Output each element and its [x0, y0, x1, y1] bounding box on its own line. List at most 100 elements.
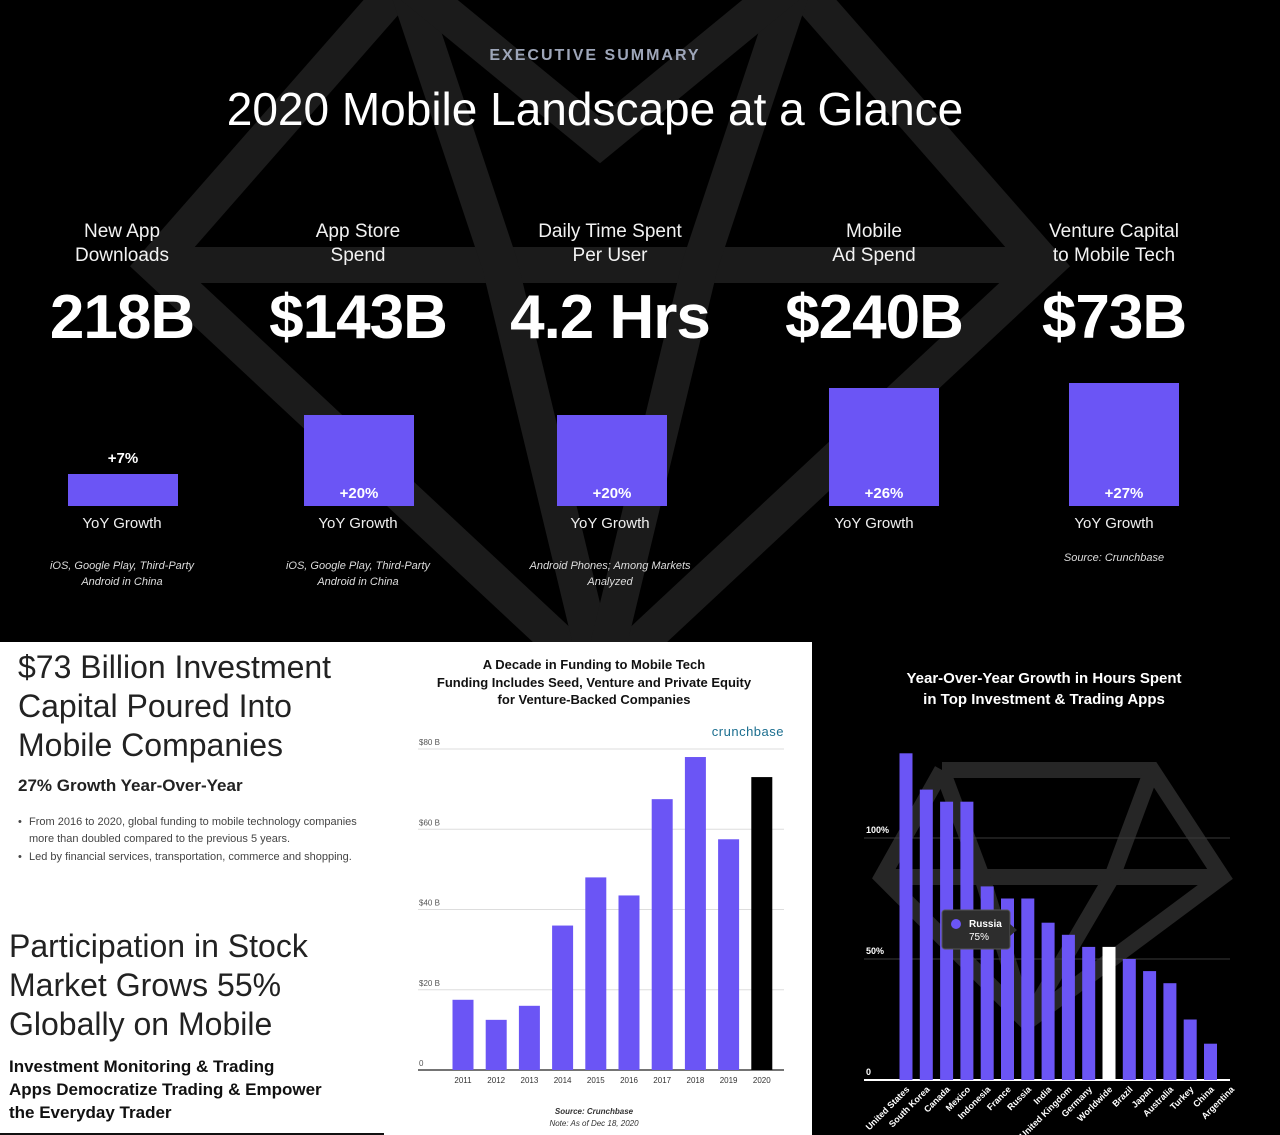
kpi-note: Android Phones; Among Markets Analyzed: [529, 560, 691, 588]
trading-growth-panel: Year-Over-Year Growth in Hours Spent in …: [812, 642, 1280, 1135]
y-tick-label: 100%: [866, 825, 889, 835]
y-tick-label: $80 B: [419, 738, 440, 747]
yoy-label: YoY Growth: [834, 515, 914, 532]
y-tick-label: 0: [419, 1059, 424, 1068]
kpi-value: 218B: [49, 283, 195, 352]
kpi-note: Source: Crunchbase: [1063, 552, 1165, 564]
growth-bar: [557, 415, 667, 506]
investment-headline: $73 Billion Investment Capital Poured In…: [18, 649, 332, 763]
x-tick-label: 2015: [587, 1076, 605, 1085]
chart-source: Source: Crunchbase: [555, 1107, 634, 1116]
bar-2012: [485, 1019, 507, 1070]
yoy-label: YoY Growth: [1074, 515, 1154, 532]
x-tick-label: 2013: [521, 1076, 539, 1085]
funding-bar-chart: A Decade in Funding to Mobile Tech Fundi…: [418, 657, 784, 1128]
chart-note: Note: As of Dec 18, 2020: [549, 1119, 639, 1128]
x-tick-label: Russia: [1005, 1084, 1034, 1113]
bar-2016: [618, 895, 640, 1070]
investment-subhead: 27% Growth Year-Over-Year: [18, 776, 243, 795]
y-tick-label: $40 B: [419, 899, 440, 908]
y-tick-label: 0: [866, 1067, 871, 1077]
bar-china: [1204, 1043, 1217, 1080]
bar-2015: [585, 877, 607, 1070]
bar-2018: [684, 757, 706, 1070]
bar-japan: [1143, 971, 1157, 1080]
kpi-label: Daily Time Spent Per User: [538, 221, 682, 266]
bar-united-states: [899, 753, 913, 1080]
x-tick-label: 2012: [487, 1076, 505, 1085]
bar-2011: [452, 999, 474, 1070]
bar-2019: [718, 839, 740, 1070]
chart-title-line: Year-Over-Year Growth in Hours Spent: [906, 670, 1181, 687]
kpi-value: $143B: [269, 283, 448, 352]
tooltip-label: Russia: [969, 919, 1002, 930]
growth-label: +27%: [1104, 485, 1144, 502]
bar-2020: [751, 777, 773, 1070]
page-title: 2020 Mobile Landscape at a Glance: [226, 83, 964, 135]
kpi-value: 4.2 Hrs: [510, 283, 711, 352]
kpi-label: App Store Spend: [315, 221, 401, 266]
tooltip-pointer: [1010, 924, 1017, 936]
growth-bar-chart: Year-Over-Year Growth in Hours Spent in …: [864, 670, 1237, 1135]
diamond-watermark-icon: [129, 0, 1071, 642]
chart-title: A Decade in Funding to Mobile Tech: [483, 657, 706, 672]
y-tick-label: 50%: [866, 946, 884, 956]
bar-worldwide: [1102, 946, 1116, 1080]
y-tick-label: $60 B: [419, 818, 440, 827]
investment-text-panel: $73 Billion Investment Capital Poured In…: [0, 642, 384, 1135]
funding-chart-panel: A Decade in Funding to Mobile Tech Fundi…: [384, 642, 812, 1135]
growth-label: +20%: [339, 485, 379, 502]
bar-russia: [1021, 898, 1035, 1080]
yoy-label: YoY Growth: [570, 515, 650, 532]
investment-bullets: From 2016 to 2020, global funding to mob…: [18, 814, 378, 867]
list-item: Led by financial services, transportatio…: [18, 849, 378, 866]
bar-2014: [552, 925, 574, 1070]
executive-summary: EXECUTIVE SUMMARY 2020 Mobile Landscape …: [49, 0, 1188, 642]
bar-turkey: [1183, 1019, 1197, 1080]
growth-bar: [68, 474, 178, 506]
yoy-label: YoY Growth: [82, 515, 162, 532]
bar-australia: [1163, 983, 1177, 1080]
crunchbase-logo: crunchbase: [712, 724, 784, 739]
x-tick-label: 2016: [620, 1076, 638, 1085]
chart-tooltip: Russia 75%: [941, 909, 1017, 950]
x-tick-label: 2020: [753, 1076, 771, 1085]
growth-label: +20%: [592, 485, 632, 502]
kpi-label: Venture Capital to Mobile Tech: [1049, 221, 1179, 266]
bar-brazil: [1122, 959, 1136, 1080]
tooltip-swatch: [951, 919, 961, 929]
bar-south-korea: [919, 789, 933, 1080]
kpi-note: iOS, Google Play, Third-Party Android in…: [285, 560, 431, 588]
x-tick-label: 2011: [454, 1076, 472, 1085]
kpi-value: $73B: [1041, 283, 1187, 352]
kpi-label: Mobile Ad Spend: [832, 221, 916, 266]
x-tick-label: 2018: [687, 1076, 705, 1085]
list-item: From 2016 to 2020, global funding to mob…: [18, 814, 378, 848]
kpi-note: iOS, Google Play, Third-Party Android in…: [49, 560, 195, 588]
kpi-label: New App Downloads: [75, 221, 169, 266]
y-tick-label: $20 B: [419, 979, 440, 988]
bar-2017: [651, 799, 673, 1070]
chart-title-line: in Top Investment & Trading Apps: [923, 691, 1165, 708]
stock-market-subhead: Investment Monitoring & Trading Apps Dem…: [9, 1057, 322, 1122]
kpi-value: $240B: [785, 283, 964, 352]
bar-united-kingdom: [1061, 934, 1075, 1080]
yoy-label: YoY Growth: [318, 515, 398, 532]
growth-label: +7%: [107, 450, 139, 467]
x-tick-label: 2019: [720, 1076, 738, 1085]
bar-germany: [1082, 946, 1096, 1080]
chart-subtitle-line: for Venture-Backed Companies: [498, 692, 691, 707]
growth-bar: [1069, 383, 1179, 506]
growth-bar: [829, 388, 939, 506]
stock-market-headline: Participation in Stock Market Grows 55% …: [9, 928, 308, 1042]
x-tick-label: 2017: [653, 1076, 671, 1085]
x-tick-label: 2014: [554, 1076, 572, 1085]
bar-india: [1041, 922, 1055, 1080]
chart-subtitle-line: Funding Includes Seed, Venture and Priva…: [437, 675, 752, 690]
growth-bar: [304, 415, 414, 506]
tooltip-value: 75%: [969, 932, 989, 943]
section-kicker: EXECUTIVE SUMMARY: [489, 47, 701, 64]
growth-label: +26%: [864, 485, 904, 502]
bar-2013: [518, 1005, 540, 1070]
divider: [0, 1133, 384, 1135]
